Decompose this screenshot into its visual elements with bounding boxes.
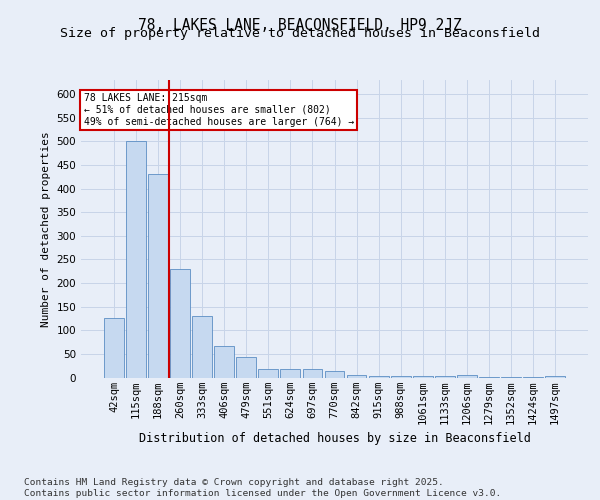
Bar bbox=[192, 316, 212, 378]
Bar bbox=[325, 372, 344, 378]
Bar bbox=[126, 142, 146, 378]
Bar bbox=[435, 376, 455, 378]
X-axis label: Distribution of detached houses by size in Beaconsfield: Distribution of detached houses by size … bbox=[139, 432, 530, 446]
Bar bbox=[214, 346, 234, 378]
Bar bbox=[259, 370, 278, 378]
Text: 78, LAKES LANE, BEACONSFIELD, HP9 2JZ: 78, LAKES LANE, BEACONSFIELD, HP9 2JZ bbox=[138, 18, 462, 32]
Bar bbox=[170, 269, 190, 378]
Text: Contains HM Land Registry data © Crown copyright and database right 2025.
Contai: Contains HM Land Registry data © Crown c… bbox=[24, 478, 501, 498]
Bar bbox=[148, 174, 168, 378]
Bar bbox=[391, 376, 410, 378]
Bar bbox=[302, 370, 322, 378]
Y-axis label: Number of detached properties: Number of detached properties bbox=[41, 131, 51, 326]
Text: 78 LAKES LANE: 215sqm
← 51% of detached houses are smaller (802)
49% of semi-det: 78 LAKES LANE: 215sqm ← 51% of detached … bbox=[83, 94, 354, 126]
Bar bbox=[368, 376, 389, 378]
Bar bbox=[545, 376, 565, 378]
Bar bbox=[347, 374, 367, 378]
Bar bbox=[104, 318, 124, 378]
Text: Size of property relative to detached houses in Beaconsfield: Size of property relative to detached ho… bbox=[60, 28, 540, 40]
Bar bbox=[280, 370, 301, 378]
Bar bbox=[236, 356, 256, 378]
Bar bbox=[413, 376, 433, 378]
Bar bbox=[457, 375, 477, 378]
